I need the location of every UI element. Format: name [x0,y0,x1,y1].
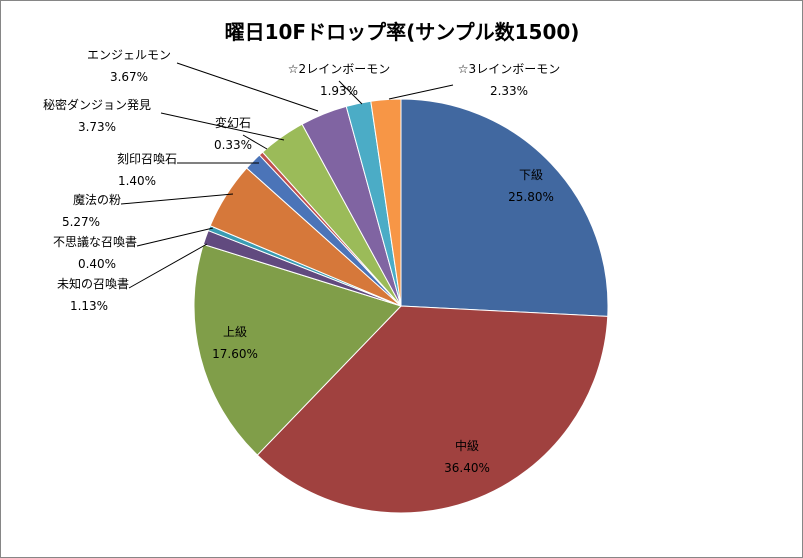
slice-name-label: 魔法の粉 [73,192,121,207]
leader-line [388,84,454,100]
slice-percent-label: 3.73% [78,120,116,134]
slice-name-label: 変幻石 [215,115,251,130]
slice-percent-label: 1.40% [118,174,156,188]
slice-percent-label: 0.40% [78,257,116,271]
slice-name-label: 上級 [223,325,247,339]
leader-line [160,112,285,141]
slice-name-label: ☆2レインボーモン [288,62,390,76]
pie-slice [256,305,609,514]
leader-line [242,134,268,150]
chart-title: 曜日10Fドロップ率(サンプル数1500) [225,20,580,44]
slice-percent-label: 17.60% [212,347,258,361]
slice-percent-label: 5.27% [62,215,100,229]
slice-labels: 下級 25.80% 中級 36.40% 上級 17.60% 未知の召喚書 1.13% 不思議な召… [43,48,560,475]
slice-percent-label: 36.40% [444,461,490,475]
leader-line [120,193,234,205]
slice-percent-label: 1.13% [70,299,108,313]
pie-slice [400,98,609,317]
slice-percent-label: 2.33% [490,84,528,98]
slice-percent-label: 3.67% [110,70,148,84]
slice-percent-label: 0.33% [214,138,252,152]
slice-name-label: 秘密ダンジョン発見 [43,97,151,112]
slice-name-label: 下級 [519,168,543,182]
slice-name-label: エンジェルモン [87,48,171,62]
slice-percent-label: 25.80% [508,190,554,204]
slice-name-label: 中級 [455,438,479,453]
pie-slice [370,98,402,307]
pie-slices [193,98,609,514]
slice-name-label: 未知の召喚書 [57,277,129,291]
slice-name-label: 不思議な召喚書 [53,235,137,249]
leader-lines [120,62,454,289]
leader-line [136,227,214,247]
slice-name-label: 刻印召喚石 [117,152,177,166]
pie-slice [193,243,402,456]
slice-percent-label: 1.93% [320,84,358,98]
leader-line [128,243,208,289]
leader-line [338,80,363,105]
slice-name-label: ☆3レインボーモン [458,62,560,76]
leader-line [176,62,319,112]
